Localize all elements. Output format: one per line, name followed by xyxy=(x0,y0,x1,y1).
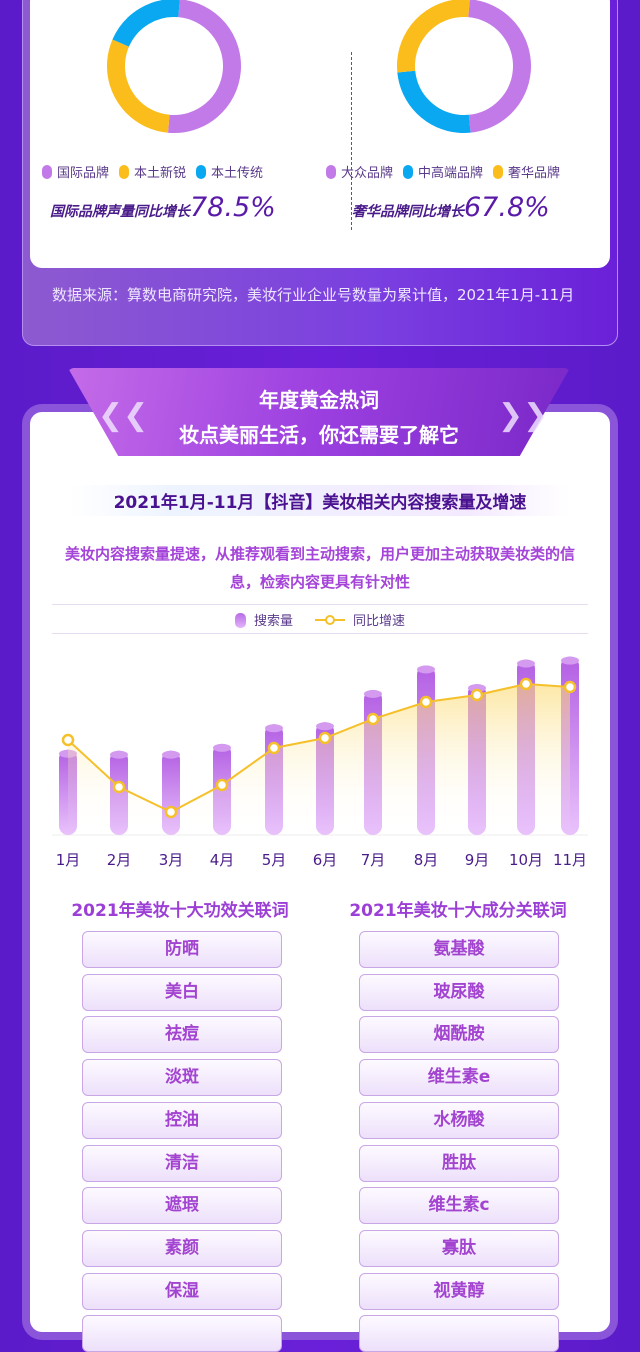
x-tick-label: 1月 xyxy=(56,851,81,869)
x-tick-label: 11月 xyxy=(553,851,587,869)
efficacy-keyword-tag: 控油 xyxy=(82,1101,282,1139)
efficacy-keyword-tag: 保湿 xyxy=(82,1272,282,1310)
ingredient-keyword-tag: 寡肽 xyxy=(359,1229,559,1267)
efficacy-keyword-tag: 祛痘 xyxy=(82,1016,282,1054)
x-tick-label: 7月 xyxy=(361,851,386,869)
keyword-tag-partial xyxy=(359,1315,559,1352)
x-tick-label: 8月 xyxy=(414,851,439,869)
x-tick-label: 10月 xyxy=(509,851,543,869)
ingredient-keyword-tag: 玻尿酸 xyxy=(359,973,559,1011)
growth-point xyxy=(112,780,126,794)
ingredient-heading: 2021年美妆十大成分关联词 xyxy=(349,901,567,921)
x-tick-label: 5月 xyxy=(262,851,287,869)
legend-item-search-volume: 搜索量 xyxy=(234,610,293,629)
donut-segment xyxy=(107,0,241,133)
growth-point xyxy=(366,712,380,726)
legend-item: 国际品牌 xyxy=(42,162,109,181)
legend-item-growth: 同比增速 xyxy=(315,610,405,629)
growth-point xyxy=(419,695,433,709)
donut-chart-brand-origin xyxy=(107,0,241,133)
ingredient-keyword-tag: 烟酰胺 xyxy=(359,1016,559,1054)
legend-brand-tier: 大众品牌 中高端品牌 奢华品牌 xyxy=(326,162,560,181)
legend-brand-origin: 国际品牌 本土新锐 本土传统 xyxy=(42,162,263,181)
banner-title: 年度黄金热词 xyxy=(259,388,379,412)
growth-point xyxy=(318,731,332,745)
x-tick-label: 9月 xyxy=(465,851,490,869)
x-tick-label: 6月 xyxy=(313,851,338,869)
growth-point xyxy=(519,677,533,691)
bar-cap xyxy=(468,684,486,693)
source-note: 数据来源：算数电商研究院，美妆行业企业号数量为累计值，2021年1月-11月 xyxy=(52,286,575,304)
bar-cap xyxy=(213,743,231,752)
legend-item: 大众品牌 xyxy=(326,162,393,181)
stat-luxury: 奢华品牌同比增长67.8% xyxy=(352,192,550,223)
donut-segment xyxy=(107,0,241,133)
keyword-tag-partial xyxy=(82,1315,282,1352)
chart-legend: 搜索量 同比增速 xyxy=(52,604,588,634)
section-title: 2021年1月-11月【抖音】美妆相关内容搜索量及增速 xyxy=(70,485,570,516)
bar-cap xyxy=(561,656,579,665)
donut-segment xyxy=(397,0,531,133)
efficacy-keyword-tag: 防晒 xyxy=(82,931,282,968)
efficacy-keyword-tag: 素颜 xyxy=(82,1229,282,1267)
stat-international: 国际品牌声量同比增长78.5% xyxy=(50,192,276,223)
efficacy-keyword-tag: 清洁 xyxy=(82,1144,282,1182)
banner-subtitle: 妆点美丽生活，你还需要了解它 xyxy=(179,423,459,447)
search-volume-chart: 1月 2月 3月 4月 5月 6月 7月 8月 9月 10月 11月 xyxy=(52,656,588,869)
growth-point xyxy=(61,733,75,747)
legend-item: 本土传统 xyxy=(196,162,263,181)
double-chevron-left-icon: ❮❮ xyxy=(98,398,149,433)
legend-item: 本土新锐 xyxy=(119,162,186,181)
legend-item: 中高端品牌 xyxy=(403,162,483,181)
bar-cap xyxy=(110,750,128,759)
ingredient-keyword-tag: 胜肽 xyxy=(359,1144,559,1182)
x-tick-label: 3月 xyxy=(159,851,184,869)
growth-point xyxy=(164,805,178,819)
bar-cap xyxy=(364,689,382,698)
x-tick-label: 4月 xyxy=(210,851,235,869)
donut-segment xyxy=(397,0,531,133)
efficacy-keyword-tag: 美白 xyxy=(82,973,282,1011)
bar-cap xyxy=(417,665,435,674)
double-chevron-right-icon: ❯❯ xyxy=(498,398,549,433)
growth-point xyxy=(470,688,484,702)
ingredient-keyword-tag: 水杨酸 xyxy=(359,1101,559,1139)
efficacy-keyword-tag: 淡斑 xyxy=(82,1059,282,1097)
divider xyxy=(351,52,352,230)
growth-point xyxy=(563,680,577,694)
ingredient-keyword-tag: 视黄醇 xyxy=(359,1272,559,1310)
ingredient-keyword-tag: 维生素e xyxy=(359,1059,559,1097)
ingredient-keyword-tag: 氨基酸 xyxy=(359,931,559,968)
growth-point xyxy=(215,778,229,792)
section-description: 美妆内容搜索量提速，从推荐观看到主动搜索，用户更加主动获取美妆类的信息，检索内容… xyxy=(64,545,575,591)
growth-area xyxy=(68,684,570,835)
legend-item: 奢华品牌 xyxy=(493,162,560,181)
efficacy-keyword-tag: 遮瑕 xyxy=(82,1187,282,1225)
donut-chart-brand-tier xyxy=(397,0,531,133)
ingredient-keyword-tag: 维生素c xyxy=(359,1187,559,1225)
bar-cap xyxy=(316,722,334,731)
bar-cap xyxy=(162,750,180,759)
growth-point xyxy=(267,741,281,755)
x-tick-label: 2月 xyxy=(107,851,132,869)
efficacy-heading: 2021年美妆十大功效关联词 xyxy=(71,901,289,921)
bar-cap xyxy=(265,724,283,733)
brand-card: 国际品牌 本土新锐 本土传统 大众品牌 中高端品牌 奢华品牌 国际品牌声量同比增… xyxy=(30,0,610,268)
banner: 年度黄金热词 妆点美丽生活，你还需要了解它 xyxy=(68,368,570,456)
bar-cap xyxy=(517,659,535,668)
